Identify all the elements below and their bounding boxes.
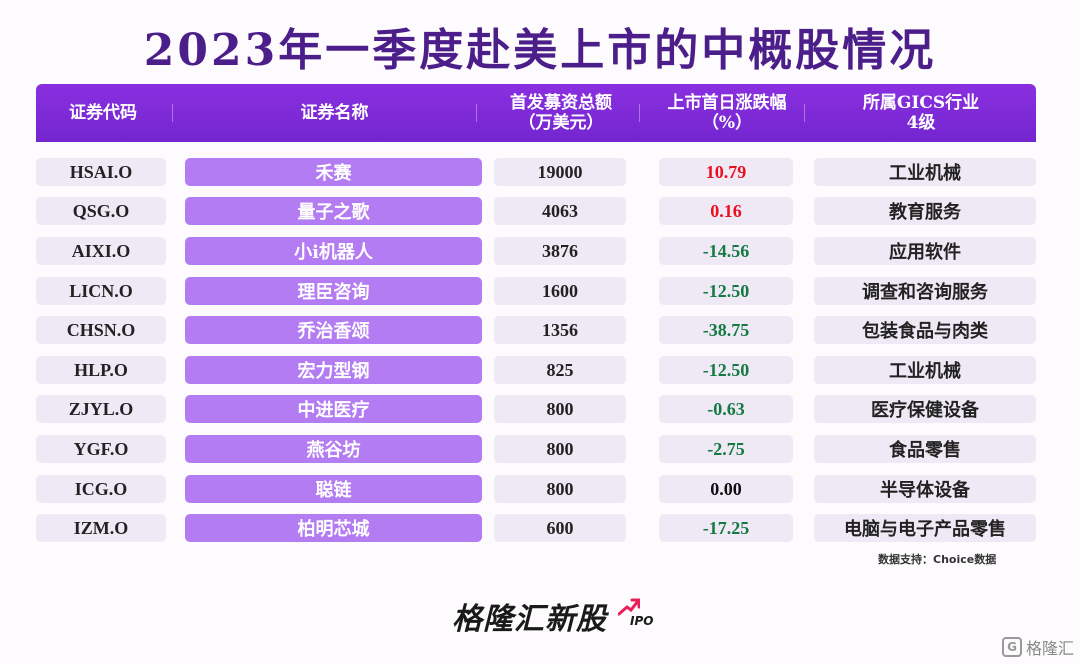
cell-change: -14.56 bbox=[659, 237, 793, 265]
watermark: G 格隆汇 bbox=[1002, 636, 1074, 658]
table-row: ICG.O 聪链 800 0.00 半导体设备 bbox=[0, 472, 1080, 506]
cell-name: 柏明芯城 bbox=[185, 514, 482, 542]
table-row: QSG.O 量子之歌 4063 0.16 教育服务 bbox=[0, 194, 1080, 228]
page-title: 2023年一季度赴美上市的中概股情况 bbox=[143, 25, 937, 76]
cell-amount: 800 bbox=[494, 395, 626, 423]
cell-industry: 包装食品与肉类 bbox=[814, 316, 1036, 344]
cell-industry: 电脑与电子产品零售 bbox=[814, 514, 1036, 542]
header-industry: 所属GICS行业 4级 bbox=[862, 93, 980, 133]
table-row: YGF.O 燕谷坊 800 -2.75 食品零售 bbox=[0, 432, 1080, 466]
cell-code: ICG.O bbox=[36, 475, 166, 503]
cell-amount: 600 bbox=[494, 514, 626, 542]
header-divider bbox=[639, 104, 640, 122]
header-divider bbox=[172, 104, 173, 122]
cell-name: 小i机器人 bbox=[185, 237, 482, 265]
cell-industry: 医疗保健设备 bbox=[814, 395, 1036, 423]
table-row: ZJYL.O 中进医疗 800 -0.63 医疗保健设备 bbox=[0, 392, 1080, 426]
table-row: IZM.O 柏明芯城 600 -17.25 电脑与电子产品零售 bbox=[0, 511, 1080, 545]
header-change: 上市首日涨跌幅 （%） bbox=[667, 93, 787, 133]
cell-code: AIXI.O bbox=[36, 237, 166, 265]
cell-amount: 4063 bbox=[494, 197, 626, 225]
cell-code: HSAI.O bbox=[36, 158, 166, 186]
cell-change: 10.79 bbox=[659, 158, 793, 186]
table-header: 证券代码 证券名称 首发募资总额 （万美元） 上市首日涨跌幅 （%） 所属GIC… bbox=[36, 84, 1036, 142]
brand-logo-sub: IPO bbox=[630, 614, 654, 628]
cell-name: 中进医疗 bbox=[185, 395, 482, 423]
cell-change: -0.63 bbox=[659, 395, 793, 423]
cell-change: -2.75 bbox=[659, 435, 793, 463]
cell-industry: 半导体设备 bbox=[814, 475, 1036, 503]
cell-amount: 825 bbox=[494, 356, 626, 384]
cell-industry: 工业机械 bbox=[814, 158, 1036, 186]
cell-name: 聪链 bbox=[185, 475, 482, 503]
cell-code: CHSN.O bbox=[36, 316, 166, 344]
cell-amount: 3876 bbox=[494, 237, 626, 265]
watermark-text: 格隆汇 bbox=[1026, 639, 1075, 658]
header-name: 证券名称 bbox=[300, 103, 369, 123]
cell-code: ZJYL.O bbox=[36, 395, 166, 423]
cell-amount: 1600 bbox=[494, 277, 626, 305]
cell-change: 0.16 bbox=[659, 197, 793, 225]
cell-amount: 800 bbox=[494, 475, 626, 503]
cell-name: 量子之歌 bbox=[185, 197, 482, 225]
cell-amount: 1356 bbox=[494, 316, 626, 344]
header-divider bbox=[804, 104, 805, 122]
brand-logo: 格隆汇新股 bbox=[452, 602, 607, 637]
cell-code: IZM.O bbox=[36, 514, 166, 542]
cell-change: -38.75 bbox=[659, 316, 793, 344]
data-source-note: 数据支持：Choice数据 bbox=[878, 553, 997, 566]
cell-name: 宏力型钢 bbox=[185, 356, 482, 384]
cell-change: -12.50 bbox=[659, 277, 793, 305]
cell-name: 乔治香颂 bbox=[185, 316, 482, 344]
header-code: 证券代码 bbox=[69, 103, 137, 123]
cell-name: 燕谷坊 bbox=[185, 435, 482, 463]
cell-code: QSG.O bbox=[36, 197, 166, 225]
cell-change: 0.00 bbox=[659, 475, 793, 503]
cell-amount: 800 bbox=[494, 435, 626, 463]
cell-industry: 食品零售 bbox=[814, 435, 1036, 463]
cell-code: YGF.O bbox=[36, 435, 166, 463]
cell-industry: 教育服务 bbox=[814, 197, 1036, 225]
cell-industry: 应用软件 bbox=[814, 237, 1036, 265]
cell-industry: 调查和咨询服务 bbox=[814, 277, 1036, 305]
cell-industry: 工业机械 bbox=[814, 356, 1036, 384]
table-row: HLP.O 宏力型钢 825 -12.50 工业机械 bbox=[0, 353, 1080, 387]
cell-name: 禾赛 bbox=[185, 158, 482, 186]
table-row: LICN.O 理臣咨询 1600 -12.50 调查和咨询服务 bbox=[0, 274, 1080, 308]
cell-change: -12.50 bbox=[659, 356, 793, 384]
trend-arrow-icon bbox=[618, 598, 640, 616]
table-row: HSAI.O 禾赛 19000 10.79 工业机械 bbox=[0, 155, 1080, 189]
header-amount: 首发募资总额 （万美元） bbox=[510, 93, 612, 133]
cell-code: HLP.O bbox=[36, 356, 166, 384]
cell-change: -17.25 bbox=[659, 514, 793, 542]
watermark-icon: G bbox=[1002, 637, 1022, 657]
cell-amount: 19000 bbox=[494, 158, 626, 186]
cell-name: 理臣咨询 bbox=[185, 277, 482, 305]
header-divider bbox=[476, 104, 477, 122]
table-row: CHSN.O 乔治香颂 1356 -38.75 包装食品与肉类 bbox=[0, 313, 1080, 347]
cell-code: LICN.O bbox=[36, 277, 166, 305]
table-row: AIXI.O 小i机器人 3876 -14.56 应用软件 bbox=[0, 234, 1080, 268]
